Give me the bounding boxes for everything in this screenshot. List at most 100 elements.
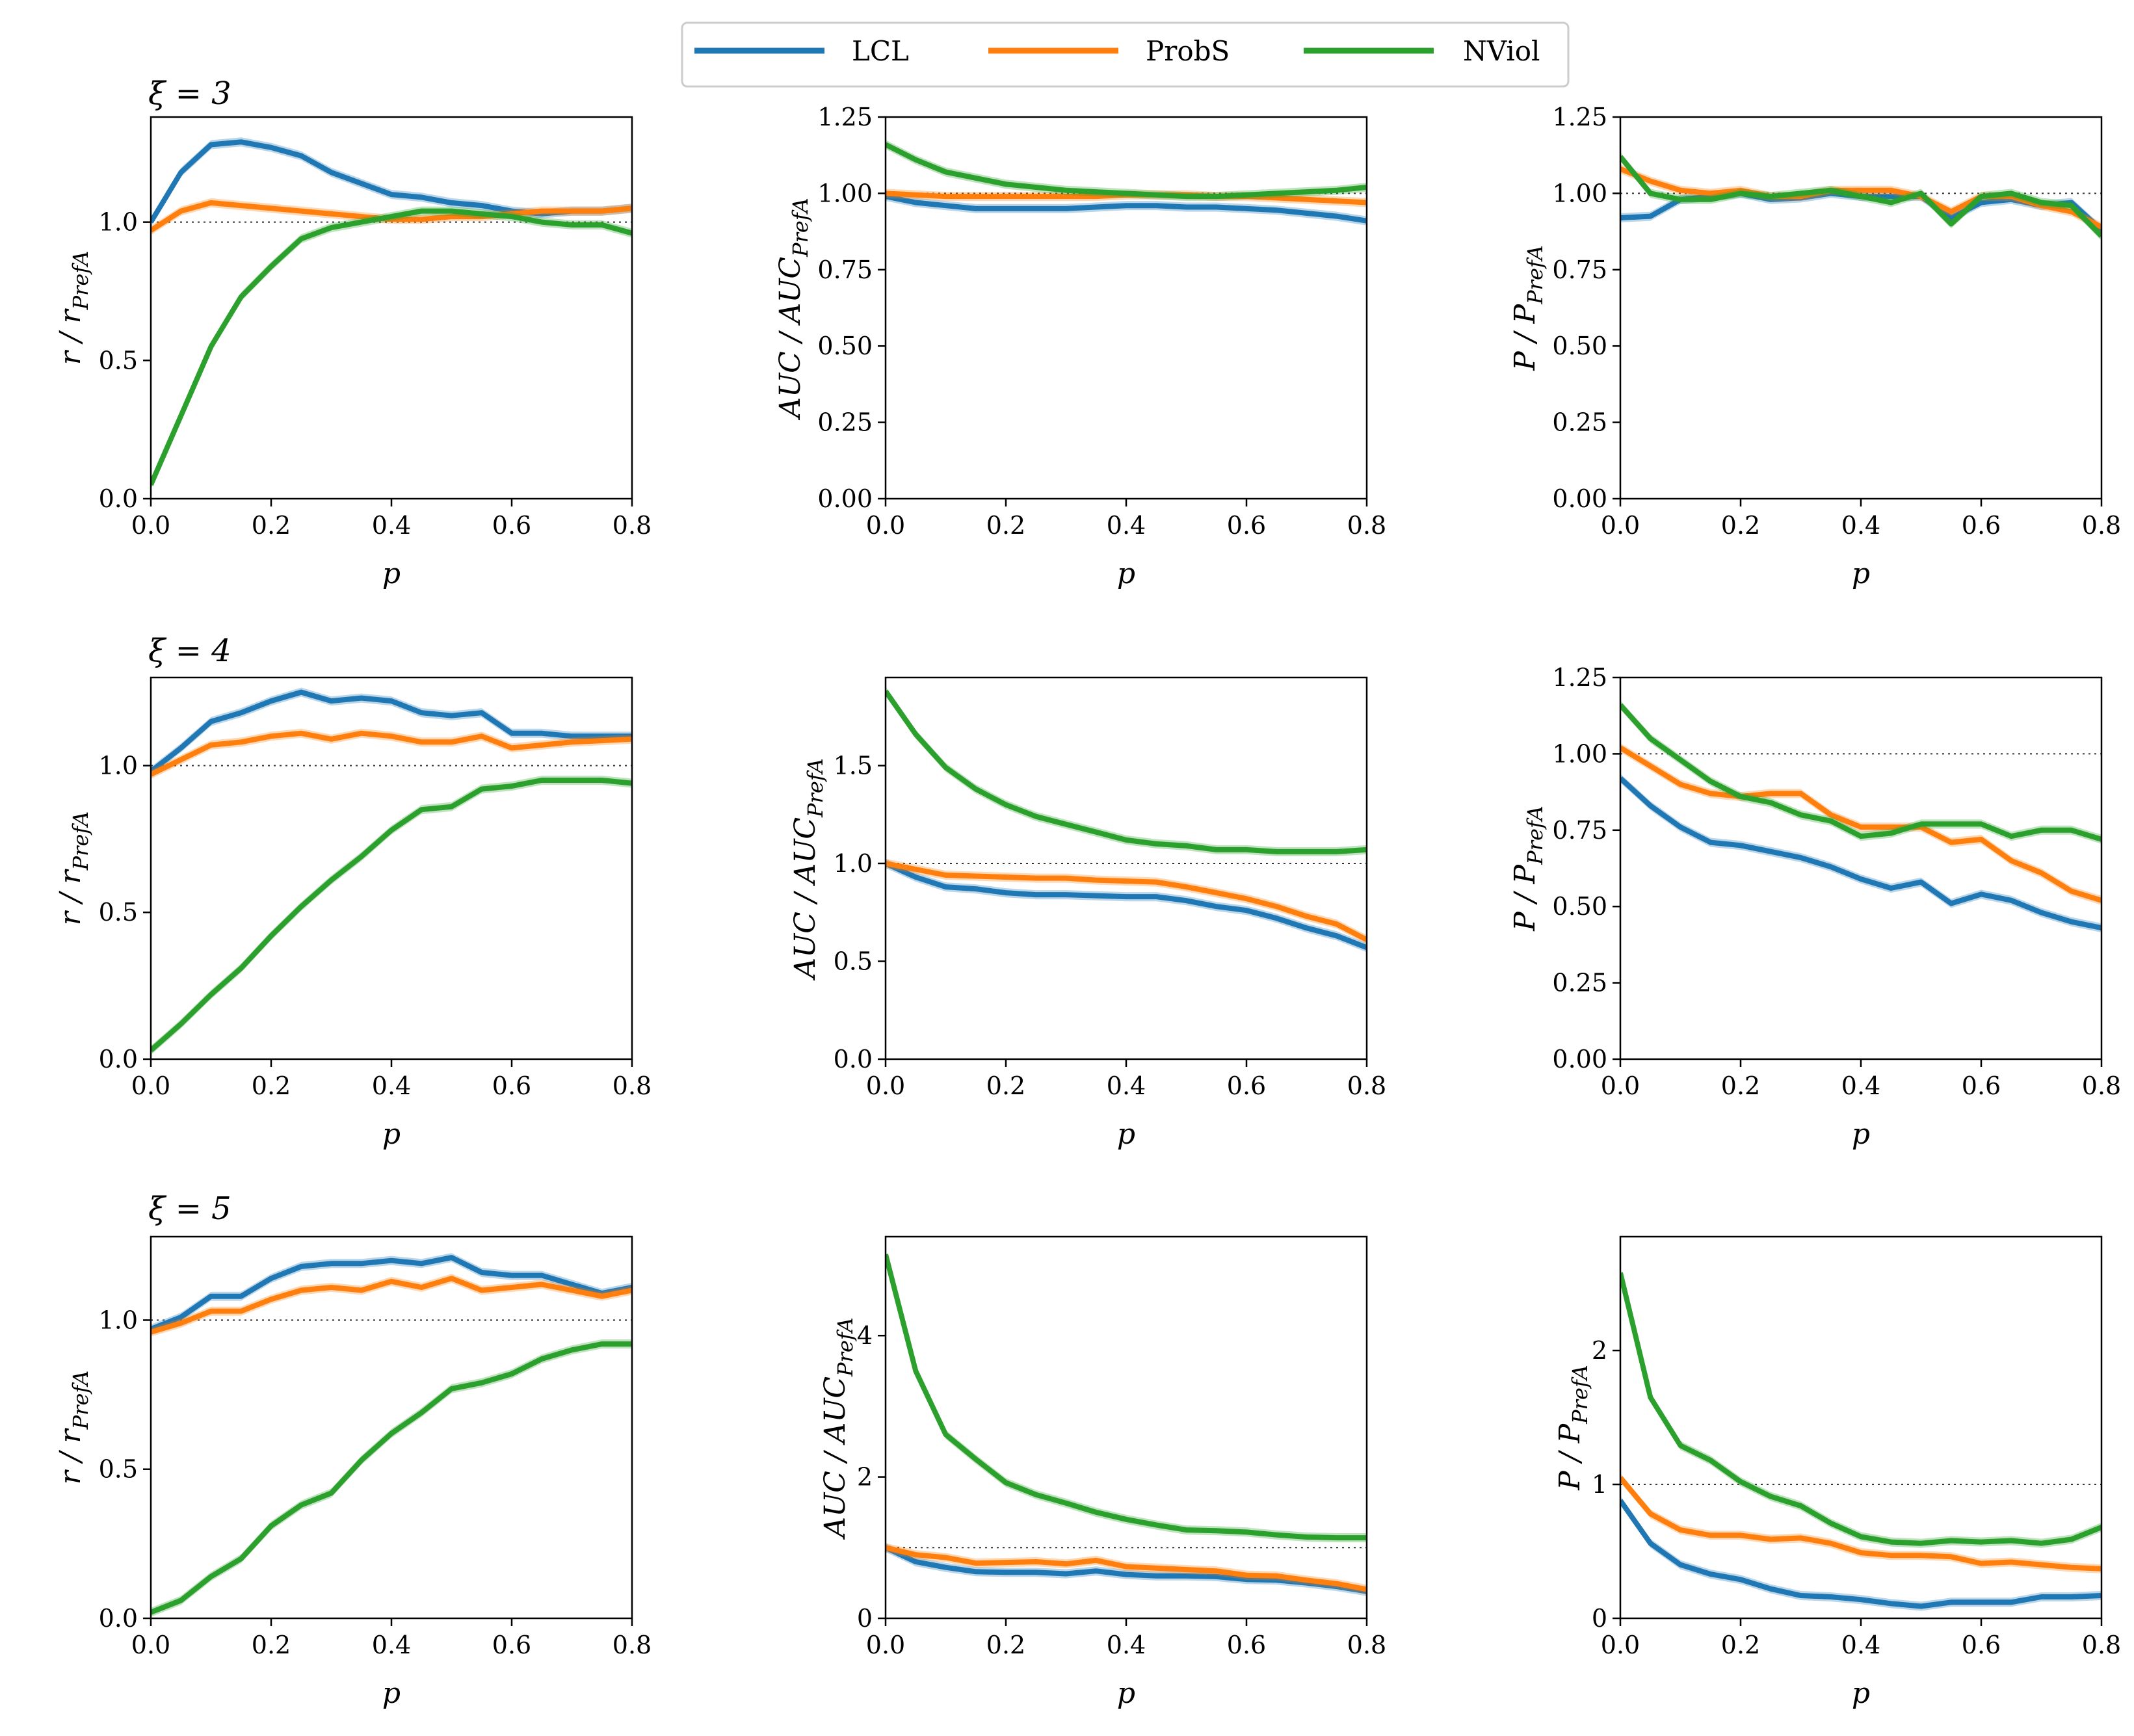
- panel-1-3-y-tick-label: 0.00: [1552, 484, 1607, 513]
- panel-2-1-x-tick-label: 0.0: [131, 1072, 170, 1100]
- panel-2-1-x-tick-label: 0.8: [613, 1072, 652, 1100]
- panel-3-2-y-axis-label: AUC / AUCPrefA: [819, 1317, 858, 1540]
- panel-1-1-y-tick-label: 0.0: [99, 484, 138, 513]
- panel-2-2-x-axis-label: p: [1117, 1118, 1135, 1151]
- panel-1-1-axes-frame: [150, 116, 633, 500]
- panel-1-2-x-axis-label: p: [1117, 557, 1135, 590]
- panel-3-3-y-axis-label: P / PPrefA: [1553, 1365, 1592, 1491]
- panel-1-3: 0.0 0.2 0.4 0.6 0.8 0.00 0.25 0.50 0.75 1.00 1.25 p…: [1508, 103, 2121, 590]
- panel-1-1-series-nviol: [151, 208, 632, 486]
- panel-3-3-y-tick-label: 1: [1592, 1470, 1607, 1499]
- panel-2-2-x-tick-label: 0.0: [866, 1072, 905, 1100]
- panel-1-1-plot-area: [151, 137, 632, 490]
- panel-2-1-x-axis-label: p: [382, 1118, 401, 1151]
- panel-1-2-y-tick-label: 0.50: [817, 332, 873, 360]
- panel-1-2-x-tick-label: 0.0: [866, 511, 905, 540]
- panel-2-1-y-tick-label: 0.5: [99, 898, 138, 927]
- panel-1-3-series-probs: [1620, 166, 2101, 230]
- panel-3-1-x-tick-label: 0.2: [252, 1631, 291, 1659]
- panel-3-1-y-axis-label: r / rPrefA: [54, 1371, 93, 1485]
- panel-2-2: 0.0 0.2 0.4 0.6 0.8 0.0 0.5 1.0 1.5 p AUC / AUCPre…: [789, 676, 1386, 1151]
- panel-2-2-x-tick-label: 0.6: [1227, 1072, 1266, 1100]
- row-title-xi-5: ξ = 5: [148, 1190, 231, 1227]
- panel-2-3-y-tick-label: 0.75: [1552, 816, 1607, 845]
- panel-1-3-x-tick-label: 0.0: [1601, 511, 1640, 540]
- panel-3-2-plot-area: [886, 1250, 1367, 1596]
- panel-1-1-x-tick-label: 0.4: [372, 511, 411, 540]
- panel-3-2-x-tick-label: 0.6: [1227, 1631, 1266, 1659]
- panel-3-2-y-tick-label: 4: [857, 1321, 873, 1350]
- panel-2-3-y-tick-label: 0.50: [1552, 892, 1607, 921]
- panel-1-2-y-tick-label: 0.25: [817, 408, 873, 437]
- panel-1-3-y-tick-label: 1.25: [1552, 103, 1607, 131]
- panel-2-2-series-lcl: [886, 861, 1367, 951]
- panel-3-2-x-tick-label: 0.4: [1107, 1631, 1146, 1659]
- panel-3-1-y-tick-label: 0.5: [99, 1455, 138, 1484]
- panel-2-2-y-tick-label: 0.0: [834, 1045, 873, 1073]
- panel-3-2-y-tick-label: 0: [857, 1604, 873, 1633]
- legend-label-nviol: NViol: [1463, 35, 1540, 67]
- panel-2-3-x-tick-label: 0.0: [1601, 1072, 1640, 1100]
- panel-1-1-band-nviol: [151, 206, 632, 490]
- panel-3-3-band-probs: [1620, 1473, 2101, 1573]
- panel-1-3-y-tick-label: 1.00: [1552, 179, 1607, 207]
- panel-1-3-x-tick-label: 0.2: [1721, 511, 1760, 540]
- panel-2-2-x-tick-label: 0.4: [1107, 1072, 1146, 1100]
- panel-3-3-series-probs: [1620, 1476, 2101, 1572]
- legend: LCL ProbS NViol: [681, 21, 1570, 88]
- panel-2-3-y-tick-label: 1.00: [1552, 739, 1607, 768]
- panel-3-2-band-lcl: [886, 1543, 1367, 1596]
- panel-3-2-x-tick-label: 0.2: [986, 1631, 1025, 1659]
- panel-2-1-series-nviol: [151, 778, 632, 1053]
- panel-3-1: 0.0 0.2 0.4 0.6 0.8 0.0 0.5 1.0 p r / rPrefA: [54, 1235, 652, 1710]
- panel-1-3-y-tick-label: 0.50: [1552, 332, 1607, 360]
- panel-1-3-y-axis-label: P / PPrefA: [1508, 245, 1548, 371]
- panel-1-3-x-tick-label: 0.6: [1962, 511, 2001, 540]
- panel-2-3-plot-area: [1620, 700, 2101, 933]
- panel-3-2-series-lcl: [886, 1545, 1367, 1594]
- panel-1-1-y-tick-label: 1.0: [99, 208, 138, 237]
- panel-3-2-x-tick-label: 0.8: [1347, 1631, 1386, 1659]
- panel-1-1-series-probs: [151, 200, 632, 233]
- panel-1-2-y-axis-label: AUC / AUCPrefA: [774, 198, 813, 421]
- panel-1-1-x-tick-label: 0.2: [252, 511, 291, 540]
- panel-2-3-band-probs: [1620, 743, 2101, 905]
- panel-1-3-axes-frame: [1619, 116, 2103, 500]
- panel-3-3-x-tick-label: 0.6: [1962, 1631, 2001, 1659]
- panel-2-1-y-tick-label: 0.0: [99, 1045, 138, 1073]
- panel-2-3-series-lcl: [1620, 776, 2101, 931]
- panel-3-2-series-probs: [886, 1545, 1367, 1592]
- panel-3-1-band-lcl: [151, 1253, 632, 1334]
- panel-2-2-y-tick-label: 1.5: [834, 751, 873, 780]
- panel-2-2-band-probs: [886, 858, 1367, 945]
- panel-2-3-series-nviol: [1620, 703, 2101, 842]
- panel-3-2-series-nviol: [886, 1254, 1367, 1541]
- panel-1-2-plot-area: [886, 140, 1367, 226]
- panel-1-2-x-tick-label: 0.4: [1107, 511, 1146, 540]
- panel-2-3-x-tick-label: 0.8: [2082, 1072, 2121, 1100]
- panel-3-3-series-lcl: [1620, 1499, 2101, 1609]
- panel-3-1-series-lcl: [151, 1255, 632, 1332]
- panel-2-1-plot-area: [151, 687, 632, 1055]
- panel-3-2-y-tick-label: 2: [857, 1463, 873, 1492]
- panel-3-1-x-axis-label: p: [382, 1677, 401, 1710]
- panel-1-2-x-tick-label: 0.6: [1227, 511, 1266, 540]
- panel-3-3-band-nviol: [1620, 1268, 2101, 1548]
- panel-3-1-series-probs: [151, 1276, 632, 1335]
- panel-2-3: 0.0 0.2 0.4 0.6 0.8 0.00 0.25 0.50 0.75 1.00 1.25 p…: [1508, 663, 2121, 1151]
- panel-3-1-x-tick-label: 0.0: [131, 1631, 170, 1659]
- panel-1-2-y-tick-label: 1.25: [817, 103, 873, 131]
- panel-1-1-x-tick-label: 0.8: [613, 511, 652, 540]
- panel-2-3-x-tick-label: 0.6: [1962, 1072, 2001, 1100]
- panel-2-1-series-probs: [151, 730, 632, 777]
- panel-2-2-axes-frame: [884, 676, 1368, 1060]
- panel-1-2-y-tick-label: 1.00: [817, 179, 873, 207]
- legend-label-lcl: LCL: [852, 35, 909, 67]
- panel-1-2-band-lcl: [886, 192, 1367, 226]
- panel-2-3-series-probs: [1620, 745, 2101, 903]
- panel-1-3-x-tick-label: 0.8: [2082, 511, 2121, 540]
- panel-1-2-series-nviol: [886, 142, 1367, 200]
- panel-2-1: 0.0 0.2 0.4 0.6 0.8 0.0 0.5 1.0 p r / rPrefA: [54, 676, 652, 1151]
- panel-2-1-y-tick-label: 1.0: [99, 751, 138, 780]
- panel-3-3-plot-area: [1620, 1268, 2101, 1611]
